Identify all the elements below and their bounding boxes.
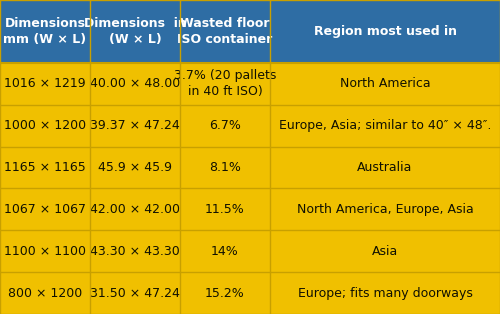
Text: Asia: Asia bbox=[372, 245, 398, 258]
Bar bbox=[0, 105, 500, 147]
Bar bbox=[0, 230, 500, 272]
Text: North America, Europe, Asia: North America, Europe, Asia bbox=[296, 203, 474, 216]
Text: 1000 × 1200: 1000 × 1200 bbox=[4, 119, 86, 132]
Text: North America: North America bbox=[340, 77, 430, 90]
Text: Dimensions  in
(W × L): Dimensions in (W × L) bbox=[84, 17, 186, 46]
Text: 8.1%: 8.1% bbox=[209, 161, 241, 174]
Bar bbox=[0, 188, 500, 230]
Text: 1016 × 1219: 1016 × 1219 bbox=[4, 77, 86, 90]
Text: Dimensions
mm (W × L): Dimensions mm (W × L) bbox=[4, 17, 86, 46]
Text: 43.30 × 43.30: 43.30 × 43.30 bbox=[90, 245, 180, 258]
Text: 42.00 × 42.00: 42.00 × 42.00 bbox=[90, 203, 180, 216]
Text: 1165 × 1165: 1165 × 1165 bbox=[4, 161, 86, 174]
Text: 6.7%: 6.7% bbox=[209, 119, 241, 132]
Text: 14%: 14% bbox=[211, 245, 239, 258]
Text: 800 × 1200: 800 × 1200 bbox=[8, 287, 82, 300]
Bar bbox=[0, 272, 500, 314]
Bar bbox=[0, 63, 500, 105]
Text: 1067 × 1067: 1067 × 1067 bbox=[4, 203, 86, 216]
Text: Wasted floor
ISO container: Wasted floor ISO container bbox=[178, 17, 272, 46]
Text: Europe; fits many doorways: Europe; fits many doorways bbox=[298, 287, 472, 300]
Bar bbox=[0, 0, 500, 63]
Text: Region most used in: Region most used in bbox=[314, 25, 456, 38]
Text: 1100 × 1100: 1100 × 1100 bbox=[4, 245, 86, 258]
Text: 31.50 × 47.24: 31.50 × 47.24 bbox=[90, 287, 180, 300]
Text: 40.00 × 48.00: 40.00 × 48.00 bbox=[90, 77, 180, 90]
Bar bbox=[0, 147, 500, 188]
Text: Australia: Australia bbox=[358, 161, 412, 174]
Text: 15.2%: 15.2% bbox=[205, 287, 245, 300]
Text: 39.37 × 47.24: 39.37 × 47.24 bbox=[90, 119, 180, 132]
Text: 45.9 × 45.9: 45.9 × 45.9 bbox=[98, 161, 172, 174]
Text: 3.7% (20 pallets
in 40 ft ISO): 3.7% (20 pallets in 40 ft ISO) bbox=[174, 69, 276, 98]
Text: 11.5%: 11.5% bbox=[205, 203, 245, 216]
Text: Europe, Asia; similar to 40″ × 48″.: Europe, Asia; similar to 40″ × 48″. bbox=[279, 119, 491, 132]
